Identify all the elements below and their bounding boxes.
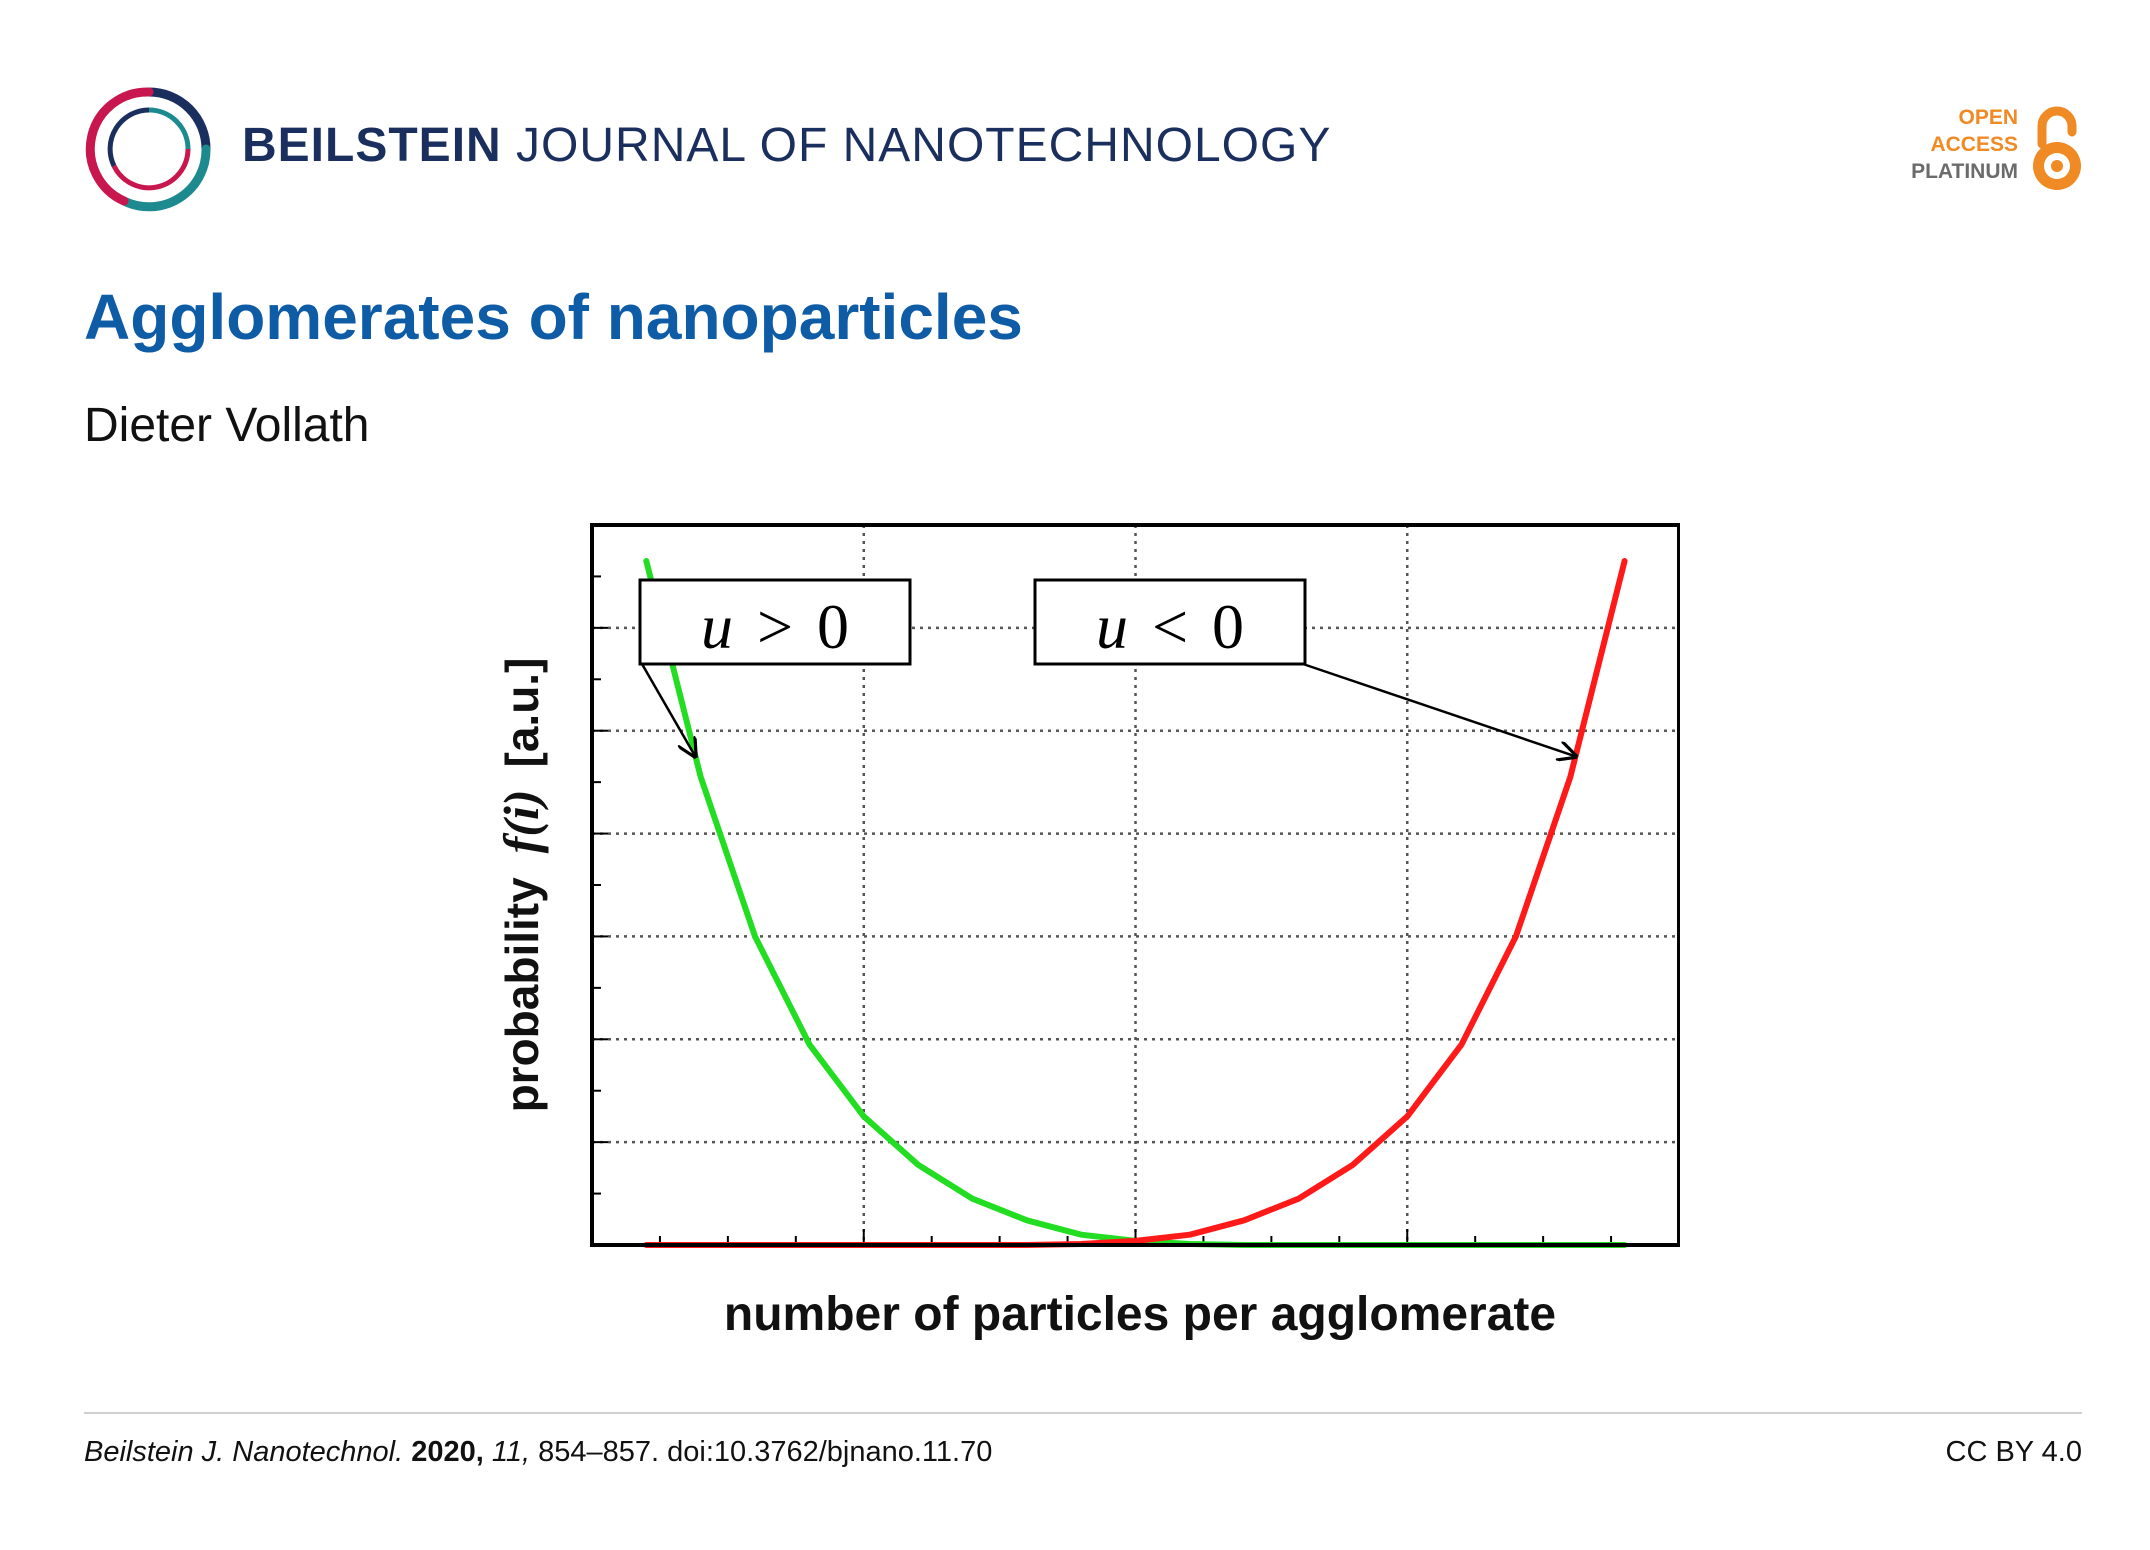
annotation-value: 0 bbox=[817, 591, 849, 662]
citation-journal: Beilstein J. Nanotechnol. bbox=[84, 1436, 404, 1468]
y-label-prefix: probability bbox=[496, 877, 548, 1113]
annotation-label: u <0 bbox=[1096, 591, 1244, 662]
plot-frame bbox=[590, 523, 1680, 1247]
citation-pages-doi: 854–857. doi:10.3762/bjnano.11.70 bbox=[538, 1436, 993, 1468]
journal-header: BEILSTEIN JOURNAL OF NANOTECHNOLOGY OPEN… bbox=[0, 0, 2150, 240]
citation: Beilstein J. Nanotechnol. 2020, 11, 854–… bbox=[84, 1436, 992, 1469]
oa-line-access: ACCESS bbox=[1930, 133, 2018, 156]
figure-probability-chart: u >0 u <0 number of particles per agglomera… bbox=[480, 500, 1680, 1380]
annotation-value: 0 bbox=[1212, 591, 1244, 662]
article-title: Agglomerates of nanoparticles bbox=[84, 281, 1023, 353]
open-access-badge: OPEN ACCESS PLATINUM bbox=[1856, 104, 2086, 196]
y-label-function: f(i) bbox=[493, 789, 549, 853]
annotation-label: u >0 bbox=[701, 591, 849, 662]
journal-name: BEILSTEIN JOURNAL OF NANOTECHNOLOGY bbox=[242, 118, 1331, 173]
citation-year: 2020, bbox=[411, 1436, 484, 1468]
annotation-arrow bbox=[640, 663, 695, 756]
journal-brand: BEILSTEIN bbox=[242, 119, 502, 172]
beilstein-logo-icon bbox=[85, 87, 211, 212]
oa-line-open: OPEN bbox=[1958, 106, 2018, 129]
article-author: Dieter Vollath bbox=[84, 399, 370, 452]
citation-volume: 11, bbox=[491, 1436, 531, 1468]
annotation-box bbox=[1033, 578, 1307, 666]
annotation-box bbox=[638, 578, 912, 666]
x-axis-label: number of particles per agglomerate bbox=[724, 1288, 1556, 1341]
y-label-unit: [a.u.] bbox=[496, 658, 548, 768]
footer-divider bbox=[84, 1412, 2082, 1414]
annotation-arrow bbox=[1302, 662, 1576, 756]
annotation-u-positive: u >0 bbox=[638, 578, 912, 756]
open-lock-icon bbox=[2033, 106, 2081, 190]
journal-subtitle: JOURNAL OF NANOTECHNOLOGY bbox=[516, 119, 1332, 172]
annotation-operator: < bbox=[1152, 591, 1188, 662]
annotation-layer: u >0 u <0 bbox=[638, 578, 1576, 756]
chart-svg: u >0 u <0 number of particles per agglomera… bbox=[493, 523, 1680, 1341]
oa-line-platinum: PLATINUM bbox=[1911, 160, 2018, 183]
annotation-u-negative: u <0 bbox=[1033, 578, 1576, 756]
annotation-variable: u bbox=[1096, 591, 1128, 662]
license: CC BY 4.0 bbox=[1945, 1436, 2082, 1468]
annotation-operator: > bbox=[757, 591, 793, 662]
annotation-variable: u bbox=[701, 591, 733, 662]
y-axis-label: probability f(i) [a.u.] bbox=[493, 658, 549, 1113]
